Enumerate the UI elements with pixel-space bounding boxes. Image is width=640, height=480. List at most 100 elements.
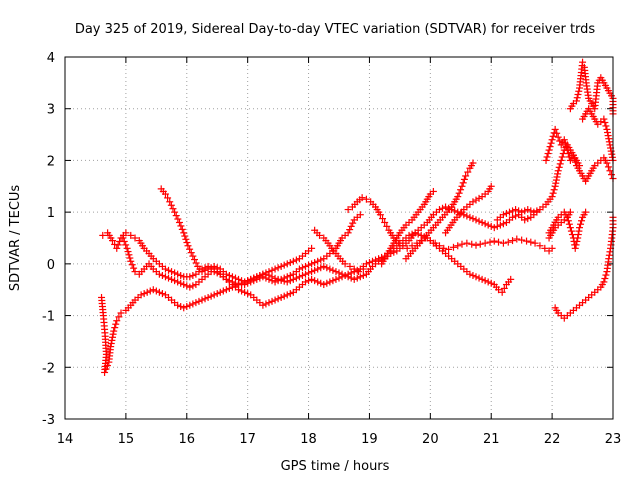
x-axis-label: GPS time / hours (281, 459, 390, 474)
data-point (189, 300, 197, 308)
data-point (181, 232, 189, 240)
data-point (341, 271, 349, 279)
data-point (184, 242, 192, 250)
data-point (152, 287, 160, 295)
data-point (271, 296, 279, 304)
data-point (362, 260, 370, 268)
data-point (122, 241, 130, 249)
data-point (574, 231, 582, 239)
series-arc-e (311, 226, 367, 276)
data-point (344, 229, 352, 237)
data-point (600, 278, 608, 286)
data-point (103, 362, 111, 370)
data-point (231, 274, 239, 282)
data-point (429, 187, 437, 195)
series-arc-h (402, 159, 477, 263)
data-point (459, 179, 467, 187)
data-point (115, 313, 123, 321)
data-point (606, 167, 614, 175)
data-point (228, 273, 236, 281)
data-point (323, 264, 331, 272)
data-point (244, 277, 252, 285)
data-point (182, 235, 190, 243)
data-point (541, 244, 549, 252)
data-point (490, 237, 498, 245)
data-point (192, 299, 200, 307)
data-point (268, 297, 276, 305)
data-point (126, 254, 134, 262)
data-point (317, 256, 325, 264)
data-point (302, 270, 310, 278)
data-point (602, 122, 610, 130)
data-point (117, 309, 125, 317)
data-point (458, 182, 466, 190)
data-point (478, 218, 486, 226)
series-arc-p (545, 208, 574, 242)
data-point (499, 239, 507, 247)
data-point (564, 150, 572, 158)
data-point (548, 193, 556, 201)
data-point (164, 194, 172, 202)
data-point (375, 255, 383, 263)
data-point (169, 205, 177, 213)
data-point (607, 171, 615, 179)
data-point (168, 268, 176, 276)
data-point (204, 293, 212, 301)
data-point (329, 266, 337, 274)
data-point (577, 220, 585, 228)
data-point (222, 286, 230, 294)
data-point (359, 271, 367, 279)
data-point (552, 179, 560, 187)
data-point (431, 239, 439, 247)
data-point (286, 290, 294, 298)
data-point (308, 260, 316, 268)
data-point (165, 274, 173, 282)
data-point (531, 239, 539, 247)
data-point (472, 241, 480, 249)
data-point (575, 227, 583, 235)
data-point (542, 156, 550, 164)
data-point (326, 265, 334, 273)
data-point (128, 261, 136, 269)
data-point (372, 256, 380, 264)
data-point (554, 133, 562, 141)
data-point (545, 146, 553, 154)
data-point (130, 264, 138, 272)
data-point (241, 278, 249, 286)
data-point (289, 275, 297, 283)
data-point (550, 186, 558, 194)
data-point (122, 229, 130, 237)
data-point (189, 271, 197, 279)
data-point (120, 237, 128, 245)
data-point (326, 278, 334, 286)
data-point (487, 182, 495, 190)
data-point (344, 270, 352, 278)
data-point (487, 279, 495, 287)
data-point (108, 333, 116, 341)
data-point (186, 273, 194, 281)
data-point (166, 198, 174, 206)
data-point (536, 242, 544, 250)
data-point (332, 268, 340, 276)
data-point (195, 297, 203, 305)
data-point (572, 241, 580, 249)
data-point (490, 224, 498, 232)
x-tick-label: 14 (57, 432, 74, 447)
data-point (108, 237, 116, 245)
data-point (509, 213, 517, 221)
data-point (320, 262, 328, 270)
data-point (155, 288, 163, 296)
data-point (298, 264, 306, 272)
data-point (600, 115, 608, 123)
data-point (475, 194, 483, 202)
data-point (354, 268, 362, 276)
x-tick-label: 19 (361, 432, 378, 447)
data-point (608, 150, 616, 158)
data-point (521, 207, 529, 215)
series-arc-g (378, 187, 437, 268)
data-point (359, 265, 367, 273)
data-point (604, 129, 612, 137)
x-tick-label: 23 (605, 432, 622, 447)
data-point (558, 153, 566, 161)
y-tick-label: -3 (42, 413, 55, 428)
